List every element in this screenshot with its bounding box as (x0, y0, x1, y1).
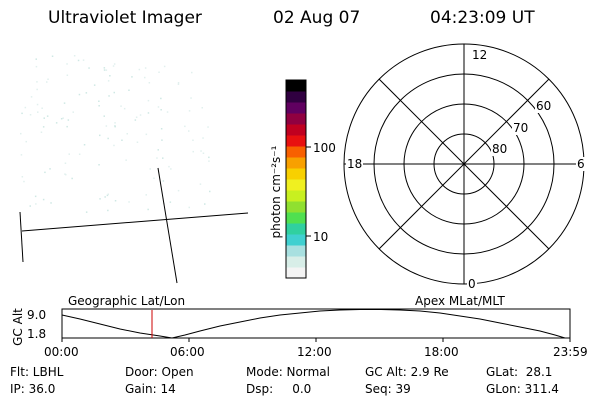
ip-readout: IP: 36.0 (10, 382, 56, 396)
timeline-y-tick-1-8: 1.8 (27, 327, 47, 341)
timeline-x-tick-1800: 18:00 (424, 345, 459, 359)
timeline-x-tick-0000: 00:00 (44, 345, 79, 359)
dsp-readout: Dsp: 0.0 (246, 382, 312, 396)
lat-label-80: 80 (491, 142, 509, 156)
mlt-label-6: 6 (576, 157, 586, 171)
filter-readout: Flt: LBHL (10, 365, 64, 379)
mlt-label-18: 18 (346, 157, 364, 171)
timeline-right-title: Apex MLat/MLT (415, 294, 505, 308)
timeline-y-tick-9: 9.0 (27, 308, 47, 322)
door-readout: Door: Open (125, 365, 194, 379)
seq-readout: Seq: 39 (365, 382, 411, 396)
gc-alt-readout: GC Alt: 2.9 Re (365, 365, 449, 379)
instrument-title: Ultraviolet Imager (48, 8, 202, 28)
mode-readout: Mode: Normal (246, 365, 330, 379)
glon-readout: GLon: 311.4 (486, 382, 559, 396)
timeline-x-tick-1200: 12:00 (297, 345, 332, 359)
gain-readout: Gain: 14 (125, 382, 176, 396)
mlt-label-0: 0 (467, 277, 477, 291)
orbit-altitude-curve (61, 309, 566, 339)
colorbar-tick-10: 10 (313, 230, 329, 244)
timeline-x-tick-0600: 06:00 (170, 345, 205, 359)
time-label: 04:23:09 UT (430, 8, 535, 28)
timeline-left-title: Geographic Lat/Lon (68, 294, 186, 308)
date-label: 02 Aug 07 (273, 8, 361, 28)
colorbar-tick-100: 100 (313, 141, 336, 155)
glat-readout: GLat: 28.1 (486, 365, 553, 379)
lat-label-60: 60 (535, 99, 553, 113)
lat-label-70: 70 (512, 121, 530, 135)
mlt-label-12: 12 (471, 48, 489, 62)
timeline-x-tick-2359: 23:59 (553, 345, 588, 359)
